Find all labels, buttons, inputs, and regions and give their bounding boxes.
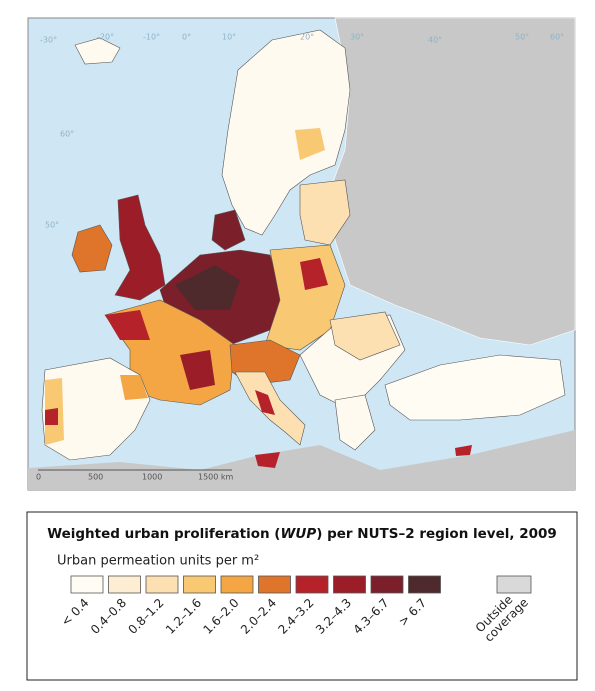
graticule-label: 30° <box>350 33 364 42</box>
denmark <box>211 209 246 251</box>
graticule-label: 40° <box>428 36 442 45</box>
legend-box <box>26 511 578 681</box>
legend-swatch <box>70 575 104 594</box>
legend-swatch <box>333 575 366 594</box>
legend-swatch <box>258 575 291 594</box>
iceland <box>74 37 121 65</box>
turkey <box>384 354 566 421</box>
legend-swatch <box>295 575 329 594</box>
romania <box>329 311 401 361</box>
scandinavia <box>221 29 351 236</box>
greece <box>334 394 376 451</box>
legend-subtitle: Urban permeation units per m² <box>57 554 259 569</box>
graticule-label: 10° <box>222 33 236 42</box>
legend-swatch <box>183 575 216 594</box>
graticule-label: 60° <box>550 33 564 42</box>
scale-label: 0 <box>36 473 41 482</box>
graticule-label: -20° <box>97 33 114 42</box>
graticule-label: 50° <box>515 33 529 42</box>
finland-south <box>295 128 325 160</box>
title-part: Weighted urban proliferation ( <box>47 526 280 542</box>
central-europe <box>264 244 346 351</box>
lisbon <box>45 408 58 425</box>
legend-swatch <box>370 575 404 594</box>
title-part: ) per NUTS–2 region level, 2009 <box>316 526 557 542</box>
legend-swatch <box>408 575 441 594</box>
map: -30° -20° -10° 0° 10° 20° 30° 40° 50° 60… <box>27 17 576 491</box>
ireland <box>71 224 113 273</box>
scale-label: 500 <box>88 473 103 482</box>
legend-swatch <box>108 575 141 594</box>
graticule-label: -10° <box>143 33 160 42</box>
graticule-label: 0° <box>182 33 191 42</box>
graticule-label: 50° <box>45 221 59 230</box>
scale-label: 1500 km <box>198 473 234 482</box>
france-red <box>105 310 150 340</box>
outside-africa <box>28 430 575 490</box>
catalonia <box>120 375 148 400</box>
graticule-label: 60° <box>60 130 74 139</box>
legend-swatch <box>220 575 254 594</box>
graticule-label: -30° <box>40 36 57 45</box>
legend-title: Weighted urban proliferation (WUP) per N… <box>47 526 557 542</box>
poland-red <box>300 258 328 290</box>
scale-label: 1000 <box>142 473 162 482</box>
italy-red <box>255 390 275 415</box>
legend-swatch <box>145 575 179 594</box>
great-britain <box>114 194 166 301</box>
title-part: WUP <box>280 526 316 542</box>
core-dark <box>175 265 240 310</box>
legend: Weighted urban proliferation (WUP) per N… <box>26 511 578 681</box>
rhone <box>180 350 215 390</box>
legend-swatch <box>496 575 532 594</box>
sicily <box>255 452 280 468</box>
cyprus <box>455 445 472 456</box>
graticule-label: 20° <box>300 33 314 42</box>
outside-east <box>329 17 576 346</box>
